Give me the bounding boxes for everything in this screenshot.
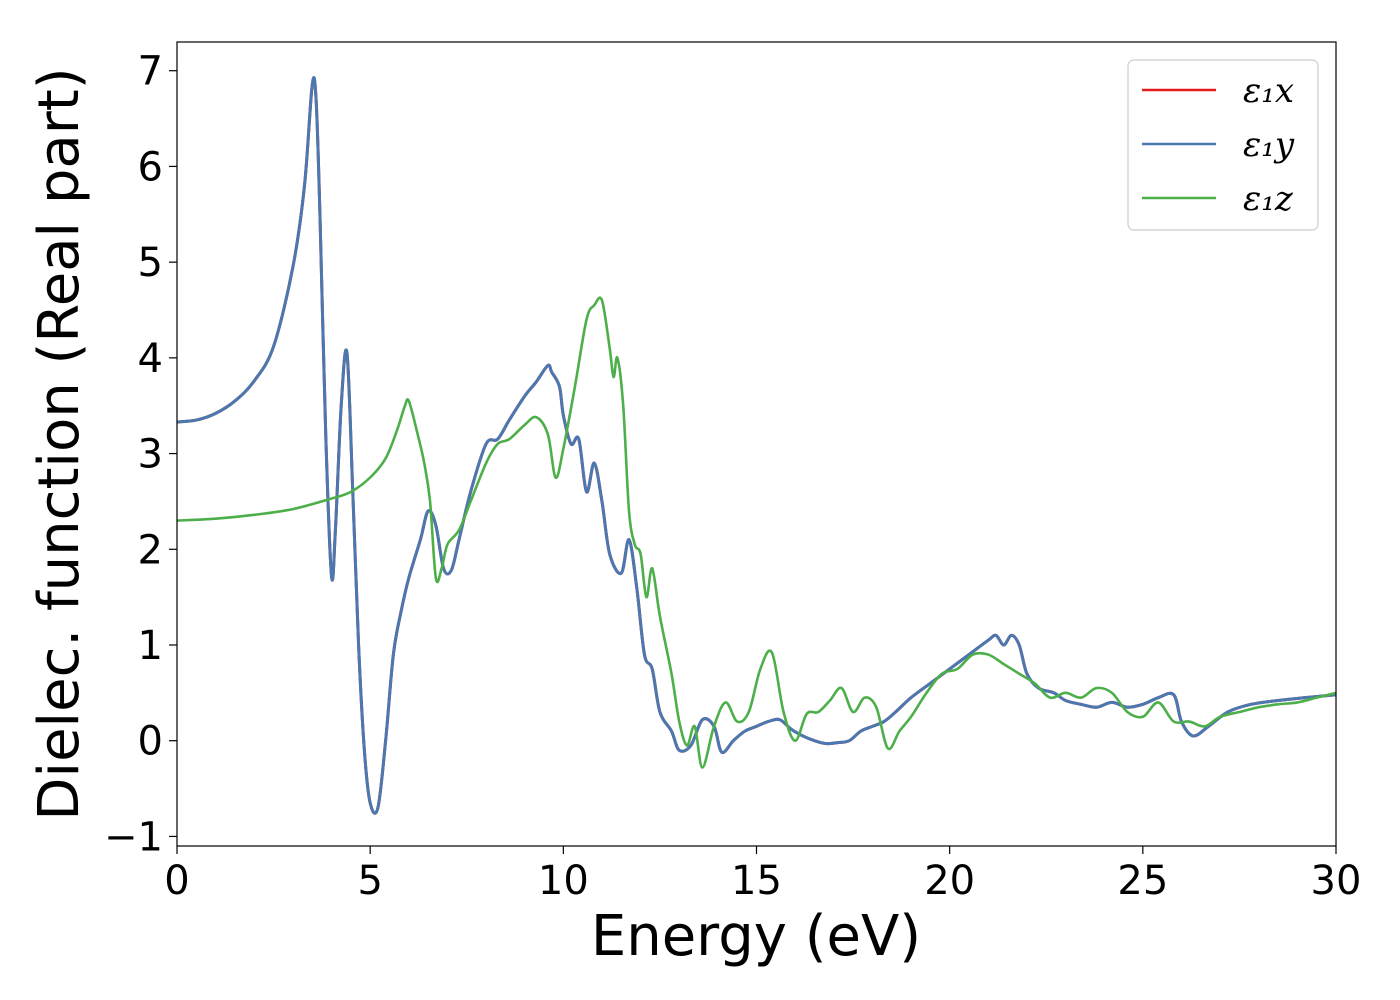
- y-tick-label: 5: [138, 240, 163, 286]
- y-axis-title: Dielec. function (Real part): [27, 67, 92, 820]
- x-tick-label: 25: [1117, 858, 1168, 904]
- y-tick-label: 4: [138, 336, 163, 382]
- series-line-eps1z: [176, 296, 1337, 769]
- y-tick-label: 2: [138, 527, 163, 573]
- legend: ε₁x ε₁y ε₁z: [1127, 59, 1319, 231]
- x-axis-title: Energy (eV): [591, 904, 921, 969]
- y-tick-label: 0: [138, 719, 163, 765]
- x-tick-label: 0: [164, 858, 189, 904]
- x-tick-label: 10: [538, 858, 589, 904]
- x-ticks: 0 5 10 15 20 25 30: [164, 846, 1361, 904]
- x-tick-label: 5: [357, 858, 382, 904]
- y-ticks: −1 0 1 2 3 4 5 6 7: [104, 49, 177, 860]
- y-tick-label: 6: [138, 144, 163, 190]
- series-lines: [176, 76, 1337, 815]
- legend-box: [1127, 59, 1319, 231]
- x-tick-label: 15: [731, 858, 782, 904]
- legend-label-eps1y: ε₁y: [1243, 125, 1295, 165]
- y-tick-label: 1: [138, 623, 163, 669]
- y-tick-label: 7: [138, 49, 163, 95]
- legend-label-eps1x: ε₁x: [1243, 71, 1294, 111]
- y-tick-label: 3: [138, 432, 163, 478]
- x-tick-label: 20: [924, 858, 975, 904]
- y-tick-label: −1: [104, 814, 163, 860]
- x-tick-label: 30: [1311, 858, 1362, 904]
- legend-label-eps1z: ε₁z: [1243, 179, 1294, 219]
